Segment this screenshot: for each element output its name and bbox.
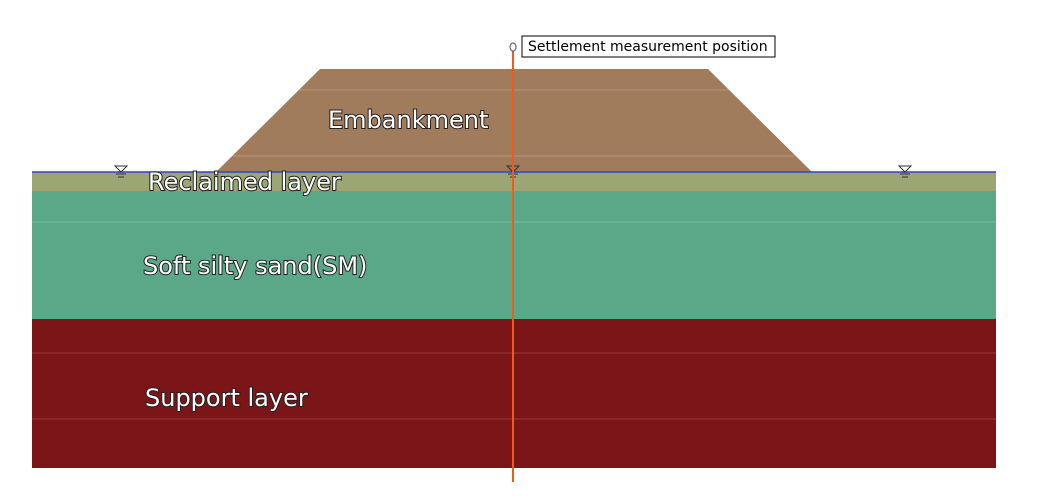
water-symbols [113, 165, 913, 178]
layer-label: Embankment [328, 106, 488, 134]
layer-label: Reclaimed layer [148, 168, 341, 196]
marker-box [521, 35, 776, 58]
layer-label: Support layer [145, 384, 308, 412]
layer-label: Soft silty sand(SM) [143, 252, 367, 280]
marker-label: Settlement measurement position [528, 39, 768, 55]
marker-point [509, 42, 517, 52]
